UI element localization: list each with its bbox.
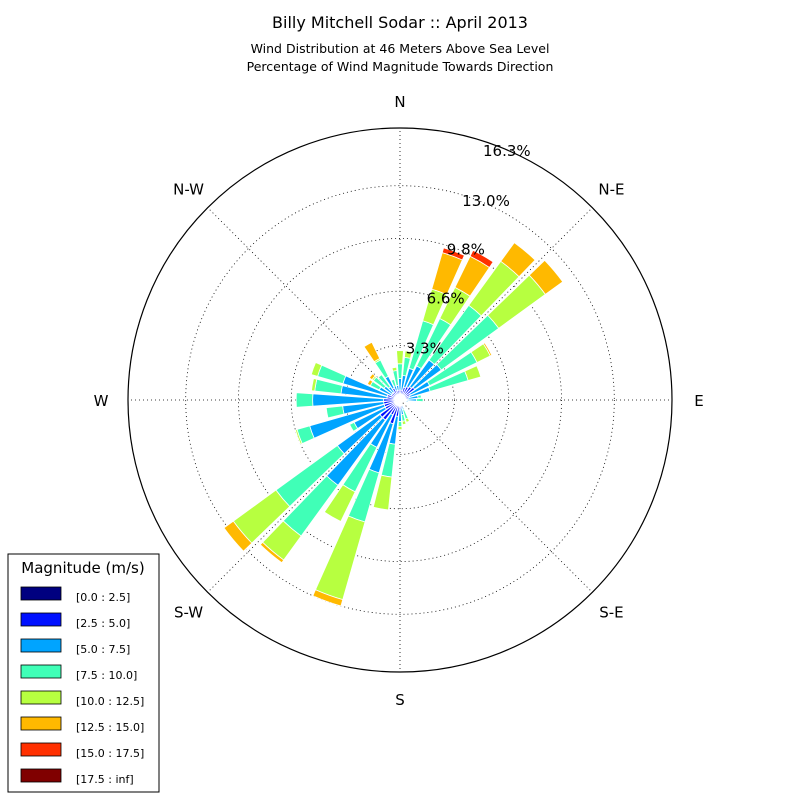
bar-dir-200-bin-5 [314,515,366,601]
bar-dir-300-bin-6 [366,379,374,387]
bar-dir-220-bin-6 [259,541,285,564]
legend-swatch-6 [20,716,62,731]
direction-label-sw: S-W [174,603,203,621]
bar-dir-0-bin-4 [397,363,403,380]
radial-tick-label-3: 9.8% [447,241,485,259]
bar-dir-280-bin-5 [311,377,318,392]
bar-dir-210-bin-5 [323,484,356,523]
direction-label-ne: N-E [598,181,624,199]
grid-spoke-4 [399,399,593,593]
legend-label-8: [17.5 : inf] [76,773,134,786]
bar-dir-190-bin-5 [372,474,393,511]
bar-dir-290-bin-5 [310,361,323,377]
legend-swatch-2 [20,612,62,627]
bar-dir-230-bin-6 [223,520,253,552]
bar-dir-350-bin-5 [391,366,398,372]
direction-label-e: E [694,392,703,410]
grid-spoke-6 [207,399,401,593]
bar-dir-20-bin-7 [441,247,465,261]
bar-dir-250-bin-5 [294,429,303,445]
bar-dir-60-bin-6 [482,342,493,357]
legend-label-1: [0.0 : 2.5] [76,591,130,604]
bar-dir-240-bin-4 [349,421,359,432]
wind-bars [223,242,564,607]
bar-dir-100-bin-3 [404,400,409,403]
direction-label-s: S [395,691,405,709]
radial-tick-label-5: 16.3% [483,142,531,160]
radial-tick-label-2: 6.6% [427,289,465,307]
chart-subtitle-line-2: Percentage of Wind Magnitude Towards Dir… [247,59,554,74]
bar-dir-50-bin-6 [528,259,564,295]
bar-dir-180-bin-5 [397,425,403,431]
polar-outer-ring [127,127,673,673]
direction-labels: N N-E E S-E S S-W W N-W [94,93,704,709]
direction-label-se: S-E [599,603,623,621]
legend-swatch-8 [20,768,62,783]
chart-subtitle-line-1: Wind Distribution at 46 Meters Above Sea… [251,41,550,56]
bar-dir-80-bin-4 [417,394,422,399]
bar-dir-260-bin-4 [325,405,345,419]
chart-title: Billy Mitchell Sodar :: April 2013 [272,13,528,32]
bar-dir-330-bin-6 [363,341,381,363]
legend-swatch-3 [20,638,62,653]
radial-tick-labels: 3.3% 6.6% 9.8% 13.0% 16.3% [406,142,531,358]
legend-label-4: [7.5 : 10.0] [76,669,137,682]
radial-tick-label-1: 3.3% [406,340,444,358]
bar-dir-270-bin-4 [295,392,314,408]
legend-swatch-7 [20,742,62,757]
grid-ring-3 [238,238,562,562]
legend-swatch-5 [20,690,62,705]
bar-dir-10-bin-5 [404,350,413,359]
grid-spoke-8 [207,207,401,401]
bar-dir-170-bin-5 [401,420,407,426]
direction-label-w: W [94,392,109,410]
legend-label-5: [10.0 : 12.5] [76,695,144,708]
legend-label-7: [15.0 : 17.5] [76,747,144,760]
bar-dir-180-bin-4 [397,420,403,427]
bar-dir-40-bin-6 [500,242,536,278]
bar-dir-70-bin-5 [464,365,482,381]
grid-ring-4 [185,185,615,615]
bar-dir-310-bin-6 [368,373,376,381]
legend: Magnitude (m/s) [0.0 : 2.5] [2.5 : 5.0] … [7,553,160,793]
legend-label-2: [2.5 : 5.0] [76,617,130,630]
bar-dir-340-bin-4 [390,378,397,387]
polar-grid [128,128,672,672]
radial-tick-label-4: 13.0% [462,192,510,210]
grid-spoke-2 [399,207,593,401]
bar-dir-200-bin-6 [312,589,344,607]
direction-label-nw: N-W [173,181,204,199]
legend-swatch-1 [20,586,62,601]
legend-title: Magnitude (m/s) [21,559,144,577]
bar-dir-160-bin-5 [404,417,410,423]
legend-label-6: [12.5 : 15.0] [76,721,144,734]
bar-dir-0-bin-5 [396,350,404,365]
bar-dir-90-bin-4 [416,397,424,403]
bar-dir-30-bin-7 [469,249,494,268]
legend-label-3: [5.0 : 7.5] [76,643,130,656]
legend-swatch-4 [20,664,62,679]
direction-label-n: N [394,93,405,111]
grid-ring-1 [345,345,455,455]
bar-dir-320-bin-4 [377,374,391,389]
